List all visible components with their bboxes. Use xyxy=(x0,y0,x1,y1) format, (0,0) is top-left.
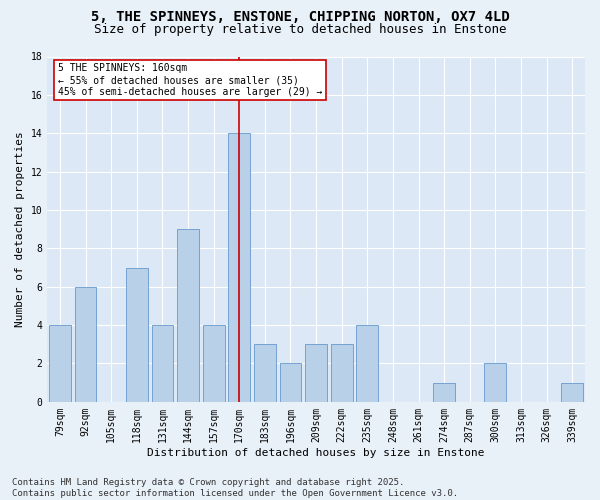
Bar xyxy=(280,364,301,402)
Bar xyxy=(356,325,378,402)
Bar xyxy=(49,325,71,402)
Bar xyxy=(203,325,224,402)
Bar xyxy=(254,344,276,402)
Text: Contains HM Land Registry data © Crown copyright and database right 2025.
Contai: Contains HM Land Registry data © Crown c… xyxy=(12,478,458,498)
Bar xyxy=(562,382,583,402)
Text: 5, THE SPINNEYS, ENSTONE, CHIPPING NORTON, OX7 4LD: 5, THE SPINNEYS, ENSTONE, CHIPPING NORTO… xyxy=(91,10,509,24)
Y-axis label: Number of detached properties: Number of detached properties xyxy=(15,132,25,327)
Bar xyxy=(126,268,148,402)
Bar xyxy=(74,286,97,402)
Bar xyxy=(152,325,173,402)
Bar xyxy=(433,382,455,402)
Bar xyxy=(484,364,506,402)
Text: Size of property relative to detached houses in Enstone: Size of property relative to detached ho… xyxy=(94,22,506,36)
Text: 5 THE SPINNEYS: 160sqm
← 55% of detached houses are smaller (35)
45% of semi-det: 5 THE SPINNEYS: 160sqm ← 55% of detached… xyxy=(58,64,322,96)
Bar xyxy=(331,344,353,402)
X-axis label: Distribution of detached houses by size in Enstone: Distribution of detached houses by size … xyxy=(148,448,485,458)
Bar xyxy=(177,229,199,402)
Bar xyxy=(229,133,250,402)
Bar xyxy=(305,344,327,402)
